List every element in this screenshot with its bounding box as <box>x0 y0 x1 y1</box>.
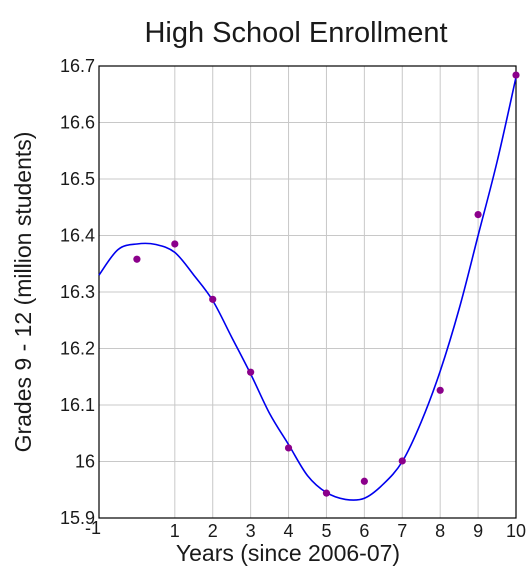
y-tick-label: 16.4 <box>60 226 95 246</box>
y-tick-label: 16.1 <box>60 395 95 415</box>
y-tick-label: 16 <box>75 452 95 472</box>
data-points <box>133 71 520 497</box>
plot-frame <box>98 65 517 519</box>
x-tick-label: 5 <box>321 521 331 541</box>
x-tick-label: 4 <box>284 521 294 541</box>
y-axis-label: Grades 9 - 12 (million students) <box>10 132 36 453</box>
y-tick-label: 16.2 <box>60 339 95 359</box>
x-tick-label: 7 <box>397 521 407 541</box>
data-point <box>247 368 255 376</box>
fit-curve <box>98 77 517 501</box>
data-point <box>322 489 331 497</box>
chart-title: High School Enrollment <box>144 17 447 49</box>
data-point <box>133 255 141 263</box>
x-axis-label: Years (since 2006-07) <box>176 540 400 566</box>
x-tick-label: 2 <box>208 521 218 541</box>
data-point <box>474 210 482 219</box>
x-tick-label: 8 <box>435 521 445 541</box>
data-point <box>512 71 520 79</box>
data-point <box>360 477 368 485</box>
x-tick-label: -1 <box>85 518 101 538</box>
x-tick-label: 3 <box>246 521 256 541</box>
data-point <box>398 457 406 465</box>
y-tick-labels: 15.9 16 16.1 16.2 16.3 16.4 16.5 16.6 16.7 <box>60 56 95 528</box>
data-point <box>284 444 293 452</box>
y-tick-label: 16.6 <box>60 113 95 133</box>
x-tick-label: 6 <box>359 521 369 541</box>
data-point <box>436 386 444 394</box>
grid-lines <box>99 66 516 518</box>
y-tick-label: 16.7 <box>60 56 95 76</box>
x-tick-labels: -1 1 2 3 4 5 6 7 8 9 10 <box>85 518 526 541</box>
data-point <box>209 295 217 303</box>
data-point <box>171 240 179 248</box>
y-tick-label: 16.3 <box>60 282 95 302</box>
y-tick-label: 15.9 <box>60 508 95 528</box>
y-tick-label: 16.5 <box>60 169 95 189</box>
x-tick-label: 10 <box>506 521 526 541</box>
x-tick-label: 1 <box>170 521 180 541</box>
x-tick-label: 9 <box>473 521 483 541</box>
